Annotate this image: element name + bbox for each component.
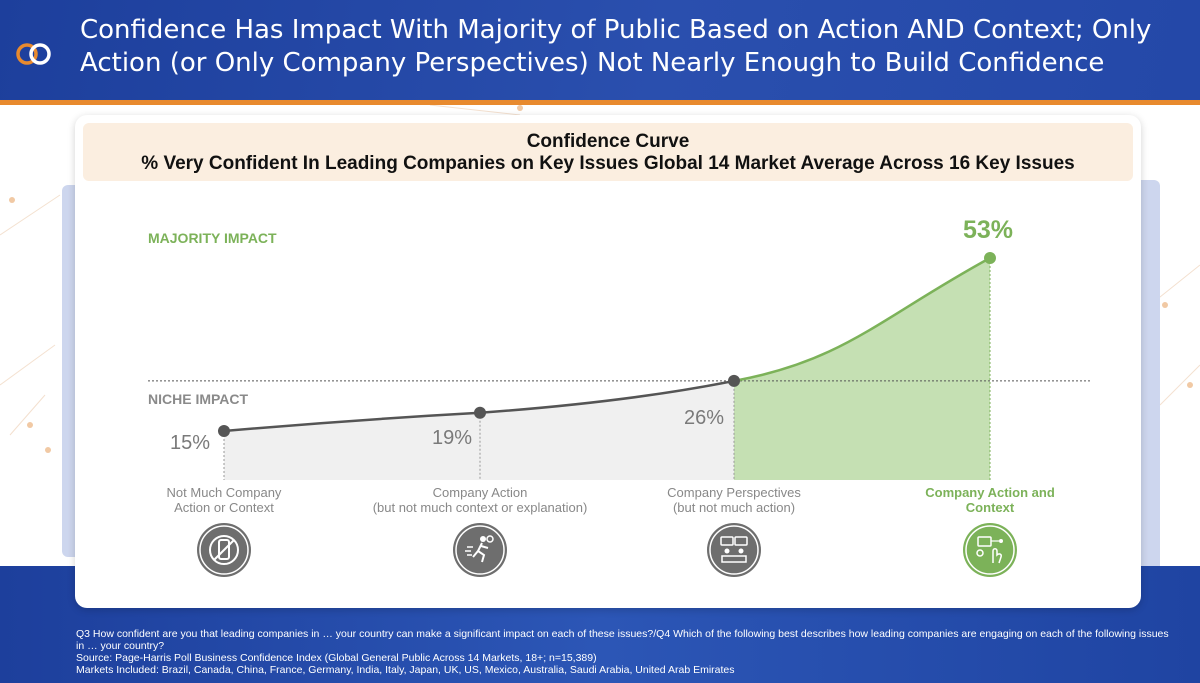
header-banner <box>0 0 1200 100</box>
footnote-markets: Markets Included: Brazil, Canada, China,… <box>76 664 735 676</box>
footnote-question: Q3 How confident are you that leading co… <box>76 628 1169 652</box>
footnote-source: Source: Page-Harris Poll Business Confid… <box>76 652 597 664</box>
category-label-3: Company Perspectives (but not much action… <box>667 485 801 515</box>
value-label-3: 26% <box>684 407 725 429</box>
majority-impact-label: MAJORITY IMPACT <box>148 230 277 246</box>
brand-logo-icon <box>16 43 51 65</box>
running-person-icon <box>453 523 507 577</box>
value-label-4: 53% <box>963 216 1014 244</box>
no-phone-icon <box>197 523 251 577</box>
niche-impact-label: NICHE IMPACT <box>148 391 249 407</box>
page-title: Confidence Has Impact With Majority of P… <box>80 15 1152 78</box>
category-label-2: Company Action (but not much context or e… <box>372 485 588 515</box>
chart-subtitle: % Very Confident In Leading Companies on… <box>141 153 1075 174</box>
value-label-2: 19% <box>432 427 473 449</box>
category-label-4: Company Action and Context <box>925 485 1055 515</box>
meeting-icon <box>707 523 761 577</box>
category-label-1: Not Much Company Action or Context <box>166 485 282 515</box>
action-context-icon <box>963 523 1017 577</box>
network-background <box>0 105 1200 453</box>
chart-header: Confidence Curve % Very Confident In Lea… <box>83 123 1133 181</box>
header-accent-line <box>0 100 1200 105</box>
footnote: Q3 How confident are you that leading co… <box>76 628 1176 676</box>
value-label-1: 15% <box>170 432 211 454</box>
chart-title: Confidence Curve <box>526 131 690 152</box>
